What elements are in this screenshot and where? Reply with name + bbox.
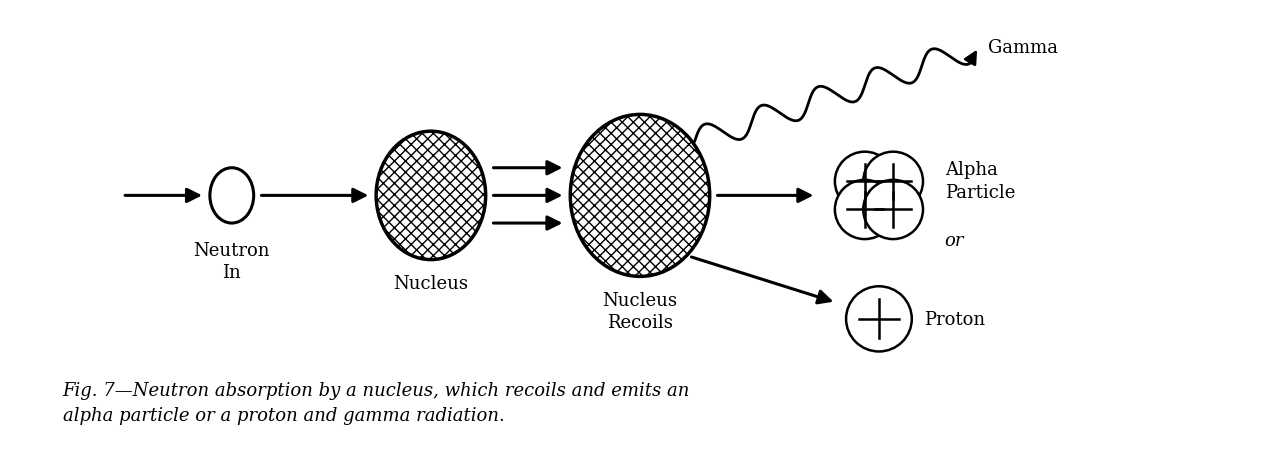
Text: Neutron
In: Neutron In: [194, 241, 270, 281]
Ellipse shape: [571, 115, 710, 277]
Circle shape: [834, 152, 894, 212]
Text: Nucleus: Nucleus: [394, 275, 469, 293]
Text: Proton: Proton: [924, 310, 985, 328]
Circle shape: [834, 181, 894, 240]
Circle shape: [846, 287, 912, 352]
Ellipse shape: [376, 132, 485, 260]
Circle shape: [864, 181, 922, 240]
Circle shape: [864, 152, 922, 212]
Text: or: or: [944, 231, 964, 249]
Text: Gamma: Gamma: [989, 39, 1059, 57]
Text: Fig. 7—Neutron absorption by a nucleus, which recoils and emits an
alpha particl: Fig. 7—Neutron absorption by a nucleus, …: [62, 381, 691, 424]
Text: Alpha
Particle: Alpha Particle: [944, 161, 1015, 201]
Ellipse shape: [210, 168, 254, 223]
Text: Nucleus
Recoils: Nucleus Recoils: [603, 292, 678, 332]
